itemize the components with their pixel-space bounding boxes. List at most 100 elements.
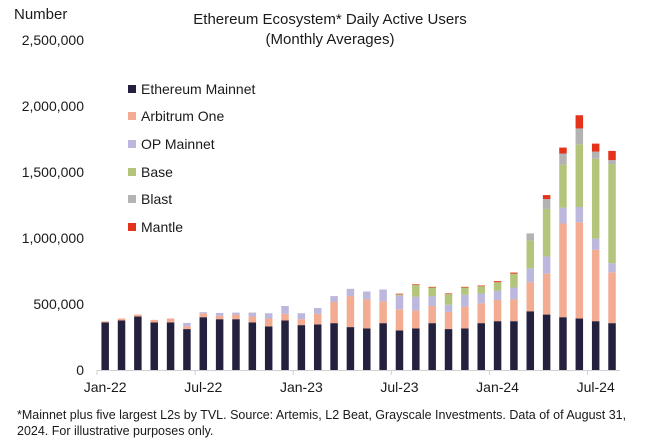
bar-segment-arbitrum-one [281, 313, 289, 321]
bar-segment-arbitrum-one [575, 222, 584, 319]
y-tick-label: 2,000,000 [22, 98, 84, 114]
legend-swatch-icon [128, 167, 136, 176]
bar-segment-ethereum-mainnet [412, 328, 420, 370]
bar-segment-base [444, 294, 453, 305]
chart-subtitle: (Monthly Averages) [265, 31, 395, 48]
footnote: *Mainnet plus five largest L2s by TVL. S… [17, 408, 627, 438]
bar-segment-op-mainnet [575, 206, 584, 223]
bar-segment-arbitrum-one [608, 272, 616, 324]
bar-segment-op-mainnet [412, 296, 420, 311]
bar-segment-arbitrum-one [264, 318, 273, 327]
bar-segment-ethereum-mainnet [477, 323, 485, 370]
stacked-bar-chart: 0 500,000 1,000,000 1,500,000 2,000,000 2,500… [22, 32, 621, 395]
bar-stack-Feb-22 [117, 318, 126, 370]
bar-segment-base [526, 240, 535, 269]
bar-segment-ethereum-mainnet [330, 323, 338, 370]
bars [101, 115, 616, 370]
chart-title: Ethereum Ecosystem* Daily Active Users [193, 11, 467, 28]
bar-segment-op-mainnet [444, 304, 453, 312]
bar-stack-Dec-23 [477, 285, 485, 370]
bar-segment-blast [526, 233, 535, 241]
y-tick-label: 1,000,000 [22, 230, 84, 246]
bar-segment-op-mainnet [542, 256, 551, 274]
bar-stack-Oct-23 [444, 293, 453, 370]
bar-stack-Aug-22 [215, 312, 224, 370]
bar-segment-base [412, 284, 420, 297]
bar-segment-arbitrum-one [395, 309, 404, 331]
bar-segment-ethereum-mainnet [379, 323, 387, 370]
bar-segment-arbitrum-one [117, 318, 126, 321]
bar-stack-Feb-23 [313, 307, 322, 370]
bar-segment-mantle [591, 143, 600, 152]
bar-segment-mantle [493, 281, 502, 283]
bar-segment-op-mainnet [363, 291, 371, 300]
bar-segment-arbitrum-one [363, 299, 371, 329]
bar-segment-ethereum-mainnet [101, 322, 109, 370]
bar-segment-op-mainnet [313, 307, 322, 314]
bar-segment-ethereum-mainnet [281, 320, 289, 370]
bar-stack-May-24 [559, 147, 567, 370]
bar-segment-op-mainnet [428, 296, 436, 306]
bar-segment-arbitrum-one [150, 319, 158, 323]
bar-segment-ethereum-mainnet [183, 329, 191, 370]
bar-segment-ethereum-mainnet [215, 319, 224, 370]
bar-segment-ethereum-mainnet [542, 314, 551, 370]
bar-segment-arbitrum-one [477, 303, 485, 324]
bar-segment-op-mainnet [510, 287, 518, 300]
bar-segment-arbitrum-one [313, 313, 322, 325]
chart-title-block: Ethereum Ecosystem* Daily Active Users (… [130, 10, 530, 50]
bar-stack-Apr-23 [346, 288, 355, 370]
bar-stack-May-23 [363, 291, 371, 370]
bar-stack-Feb-24 [510, 272, 518, 370]
bar-segment-arbitrum-one [232, 314, 240, 320]
bar-segment-ethereum-mainnet [134, 316, 142, 370]
bar-segment-mantle [510, 272, 518, 274]
legend-item: Blast [128, 185, 255, 213]
bar-segment-arbitrum-one [428, 305, 436, 324]
bar-segment-arbitrum-one [412, 310, 420, 329]
bar-segment-ethereum-mainnet [461, 328, 469, 370]
legend-label: Arbitrum One [141, 108, 225, 125]
bar-segment-blast [542, 199, 551, 209]
legend-label: Mantle [141, 218, 184, 235]
bar-segment-mantle [395, 293, 404, 295]
bar-segment-arbitrum-one [101, 321, 109, 323]
y-axis: 0 500,000 1,000,000 1,500,000 2,000,000 2,500… [22, 32, 85, 378]
bar-stack-Sep-23 [428, 286, 436, 370]
bar-stack-Sep-22 [232, 312, 240, 370]
bar-stack-Mar-24 [526, 233, 535, 370]
bar-stack-Aug-23 [412, 284, 420, 370]
bar-segment-ethereum-mainnet [313, 324, 322, 370]
legend-item: Mantle [128, 213, 255, 241]
bar-segment-arbitrum-one [379, 301, 387, 324]
bar-stack-Jun-22 [183, 322, 191, 370]
y-axis-title: Number [14, 6, 68, 23]
x-tick-label: Jan-22 [84, 379, 127, 395]
bar-segment-ethereum-mainnet [232, 319, 240, 370]
bar-segment-ethereum-mainnet [575, 318, 584, 370]
bar-segment-arbitrum-one [542, 273, 551, 315]
bar-segment-op-mainnet [248, 312, 257, 317]
bar-segment-ethereum-mainnet [199, 317, 208, 370]
bar-segment-base [461, 287, 469, 295]
bar-segment-ethereum-mainnet [346, 327, 355, 370]
bar-segment-base [493, 282, 502, 291]
bar-segment-ethereum-mainnet [591, 321, 600, 370]
bar-segment-mantle [559, 147, 567, 154]
bar-segment-blast [591, 151, 600, 159]
bar-segment-op-mainnet [281, 305, 289, 314]
bar-segment-ethereum-mainnet [248, 322, 257, 370]
y-tick-label: 0 [76, 362, 84, 378]
bar-stack-Jun-23 [379, 289, 387, 370]
bar-segment-base [428, 287, 436, 297]
bar-stack-Oct-22 [248, 312, 257, 370]
bar-segment-op-mainnet [183, 322, 191, 327]
bar-segment-ethereum-mainnet [363, 328, 371, 370]
bar-segment-arbitrum-one [134, 314, 142, 317]
bar-stack-May-22 [166, 318, 175, 370]
legend-item: Ethereum Mainnet [128, 75, 255, 103]
bar-stack-Nov-23 [461, 286, 469, 370]
bar-segment-mantle [608, 150, 616, 161]
bar-stack-Aug-24 [608, 150, 616, 370]
bar-segment-op-mainnet [461, 294, 469, 307]
